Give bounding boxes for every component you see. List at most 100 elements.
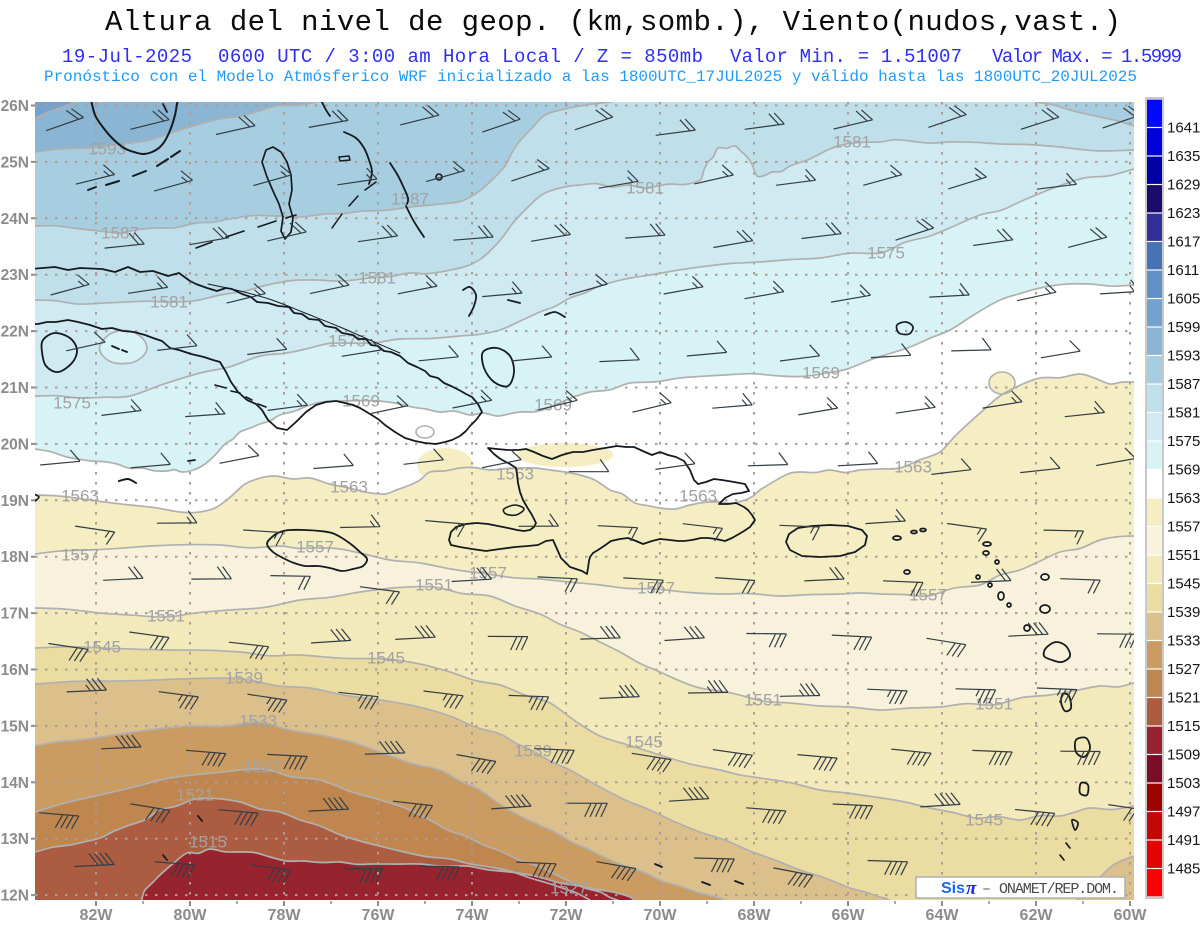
svg-text:20N: 20N: [1, 436, 29, 453]
svg-text:1593: 1593: [1167, 348, 1200, 365]
svg-text:1557: 1557: [296, 537, 334, 556]
svg-text:1581: 1581: [1167, 405, 1200, 422]
svg-text:16N: 16N: [1, 662, 29, 679]
svg-text:70W: 70W: [644, 907, 678, 924]
svg-text:1545: 1545: [965, 810, 1003, 829]
svg-text:68W: 68W: [738, 907, 772, 924]
svg-text:1545: 1545: [625, 732, 663, 751]
svg-text:1581: 1581: [626, 178, 664, 197]
svg-text:18N: 18N: [1, 549, 29, 566]
svg-text:1533: 1533: [239, 711, 277, 730]
svg-text:1581: 1581: [833, 132, 871, 151]
svg-text:1533: 1533: [1167, 633, 1200, 650]
svg-text:1515: 1515: [189, 832, 227, 851]
svg-text:23N: 23N: [1, 267, 29, 284]
svg-text:1563: 1563: [330, 477, 368, 496]
svg-text:1557: 1557: [469, 563, 507, 582]
svg-text:1587: 1587: [1167, 376, 1200, 393]
svg-text:12N: 12N: [1, 888, 29, 905]
svg-text:1575: 1575: [53, 393, 91, 412]
svg-text:76W: 76W: [362, 907, 396, 924]
svg-text:60W: 60W: [1114, 907, 1148, 924]
svg-text:1623: 1623: [1167, 205, 1200, 222]
svg-text:1575: 1575: [867, 243, 905, 262]
svg-text:1545: 1545: [1167, 576, 1200, 593]
svg-text:1485: 1485: [1167, 861, 1200, 878]
svg-text:1629: 1629: [1167, 177, 1200, 194]
svg-text:1509: 1509: [1167, 747, 1200, 764]
svg-text:Sis: Sis: [941, 880, 965, 897]
svg-text:1551: 1551: [744, 690, 782, 709]
svg-text:1521: 1521: [1167, 690, 1200, 707]
svg-text:1503: 1503: [1167, 775, 1200, 792]
svg-text:1581: 1581: [150, 292, 188, 311]
svg-text:1545: 1545: [367, 648, 405, 667]
svg-text:1527: 1527: [1167, 661, 1200, 678]
svg-text:1569: 1569: [342, 391, 380, 410]
svg-text:1545: 1545: [83, 637, 121, 656]
svg-text:1587: 1587: [101, 223, 139, 242]
svg-text:1497: 1497: [1167, 804, 1200, 821]
svg-text:15N: 15N: [1, 718, 29, 735]
svg-text:1575: 1575: [1167, 433, 1200, 450]
svg-text:π: π: [966, 878, 977, 899]
svg-text:1551: 1551: [147, 606, 185, 625]
svg-text:78W: 78W: [268, 907, 302, 924]
svg-text:82W: 82W: [80, 907, 114, 924]
svg-text:1593: 1593: [88, 139, 126, 158]
svg-text:1527: 1527: [550, 878, 588, 897]
svg-text:17N: 17N: [1, 606, 29, 623]
svg-text:1539: 1539: [1167, 604, 1200, 621]
svg-text:21N: 21N: [1, 380, 29, 397]
svg-text:1551: 1551: [975, 694, 1013, 713]
svg-text:1611: 1611: [1167, 262, 1199, 279]
svg-text:Valor Max. = 1.5999: Valor Max. = 1.5999: [992, 46, 1182, 68]
svg-text:1617: 1617: [1167, 234, 1200, 251]
svg-text:19N: 19N: [1, 493, 29, 510]
svg-text:Altura del nivel de geop. (km,: Altura del nivel de geop. (km,somb.), Vi…: [105, 6, 1121, 39]
svg-text:13N: 13N: [1, 831, 29, 848]
svg-text:1569: 1569: [1167, 462, 1200, 479]
svg-text:1563: 1563: [1167, 490, 1200, 507]
svg-text:1539: 1539: [514, 741, 552, 760]
svg-text:24N: 24N: [1, 211, 29, 228]
svg-text:1599: 1599: [1167, 319, 1200, 336]
svg-text:1563: 1563: [61, 486, 99, 505]
svg-text:22N: 22N: [1, 324, 29, 341]
svg-text:1491: 1491: [1167, 832, 1200, 849]
svg-text:14N: 14N: [1, 775, 29, 792]
svg-text:1551: 1551: [1167, 547, 1200, 564]
svg-text:1563: 1563: [679, 486, 717, 505]
svg-text:1515: 1515: [1167, 718, 1200, 735]
svg-text:1605: 1605: [1167, 291, 1200, 308]
svg-text:1557: 1557: [1167, 519, 1200, 536]
svg-text:Valor Min. = 1.51007: Valor Min. = 1.51007: [730, 46, 962, 68]
svg-text:1557: 1557: [637, 578, 675, 597]
svg-text:1641: 1641: [1167, 120, 1200, 137]
svg-text:1581: 1581: [358, 268, 396, 287]
svg-text:ONAMET/REP.DOM.: ONAMET/REP.DOM.: [999, 881, 1119, 898]
svg-text:1587: 1587: [391, 189, 429, 208]
svg-text:64W: 64W: [926, 907, 960, 924]
svg-text:1563: 1563: [894, 457, 932, 476]
svg-text:1539: 1539: [225, 668, 263, 687]
svg-text:26N: 26N: [1, 98, 29, 115]
svg-text:0600 UTC / 3:00 am Hora Local: 0600 UTC / 3:00 am Hora Local / Z = 850m…: [218, 46, 703, 68]
svg-text:1569: 1569: [802, 363, 840, 382]
svg-text:72W: 72W: [550, 907, 584, 924]
svg-text:80W: 80W: [174, 907, 208, 924]
svg-text:1521: 1521: [176, 785, 214, 804]
svg-text:66W: 66W: [832, 907, 866, 924]
svg-text:1527: 1527: [243, 757, 281, 776]
svg-text:74W: 74W: [456, 907, 490, 924]
svg-text:1635: 1635: [1167, 148, 1200, 165]
svg-text:25N: 25N: [1, 154, 29, 171]
svg-text:1563: 1563: [496, 464, 534, 483]
svg-text:1551: 1551: [415, 575, 453, 594]
svg-text:62W: 62W: [1020, 907, 1054, 924]
svg-text:–: –: [982, 881, 991, 898]
svg-text:19-Jul-2025: 19-Jul-2025: [62, 46, 192, 68]
svg-text:1569: 1569: [534, 395, 572, 414]
svg-text:1575: 1575: [328, 331, 366, 350]
svg-text:Pronóstico con el Modelo Atmós: Pronóstico con el Modelo Atmósferico WRF…: [44, 68, 1137, 86]
